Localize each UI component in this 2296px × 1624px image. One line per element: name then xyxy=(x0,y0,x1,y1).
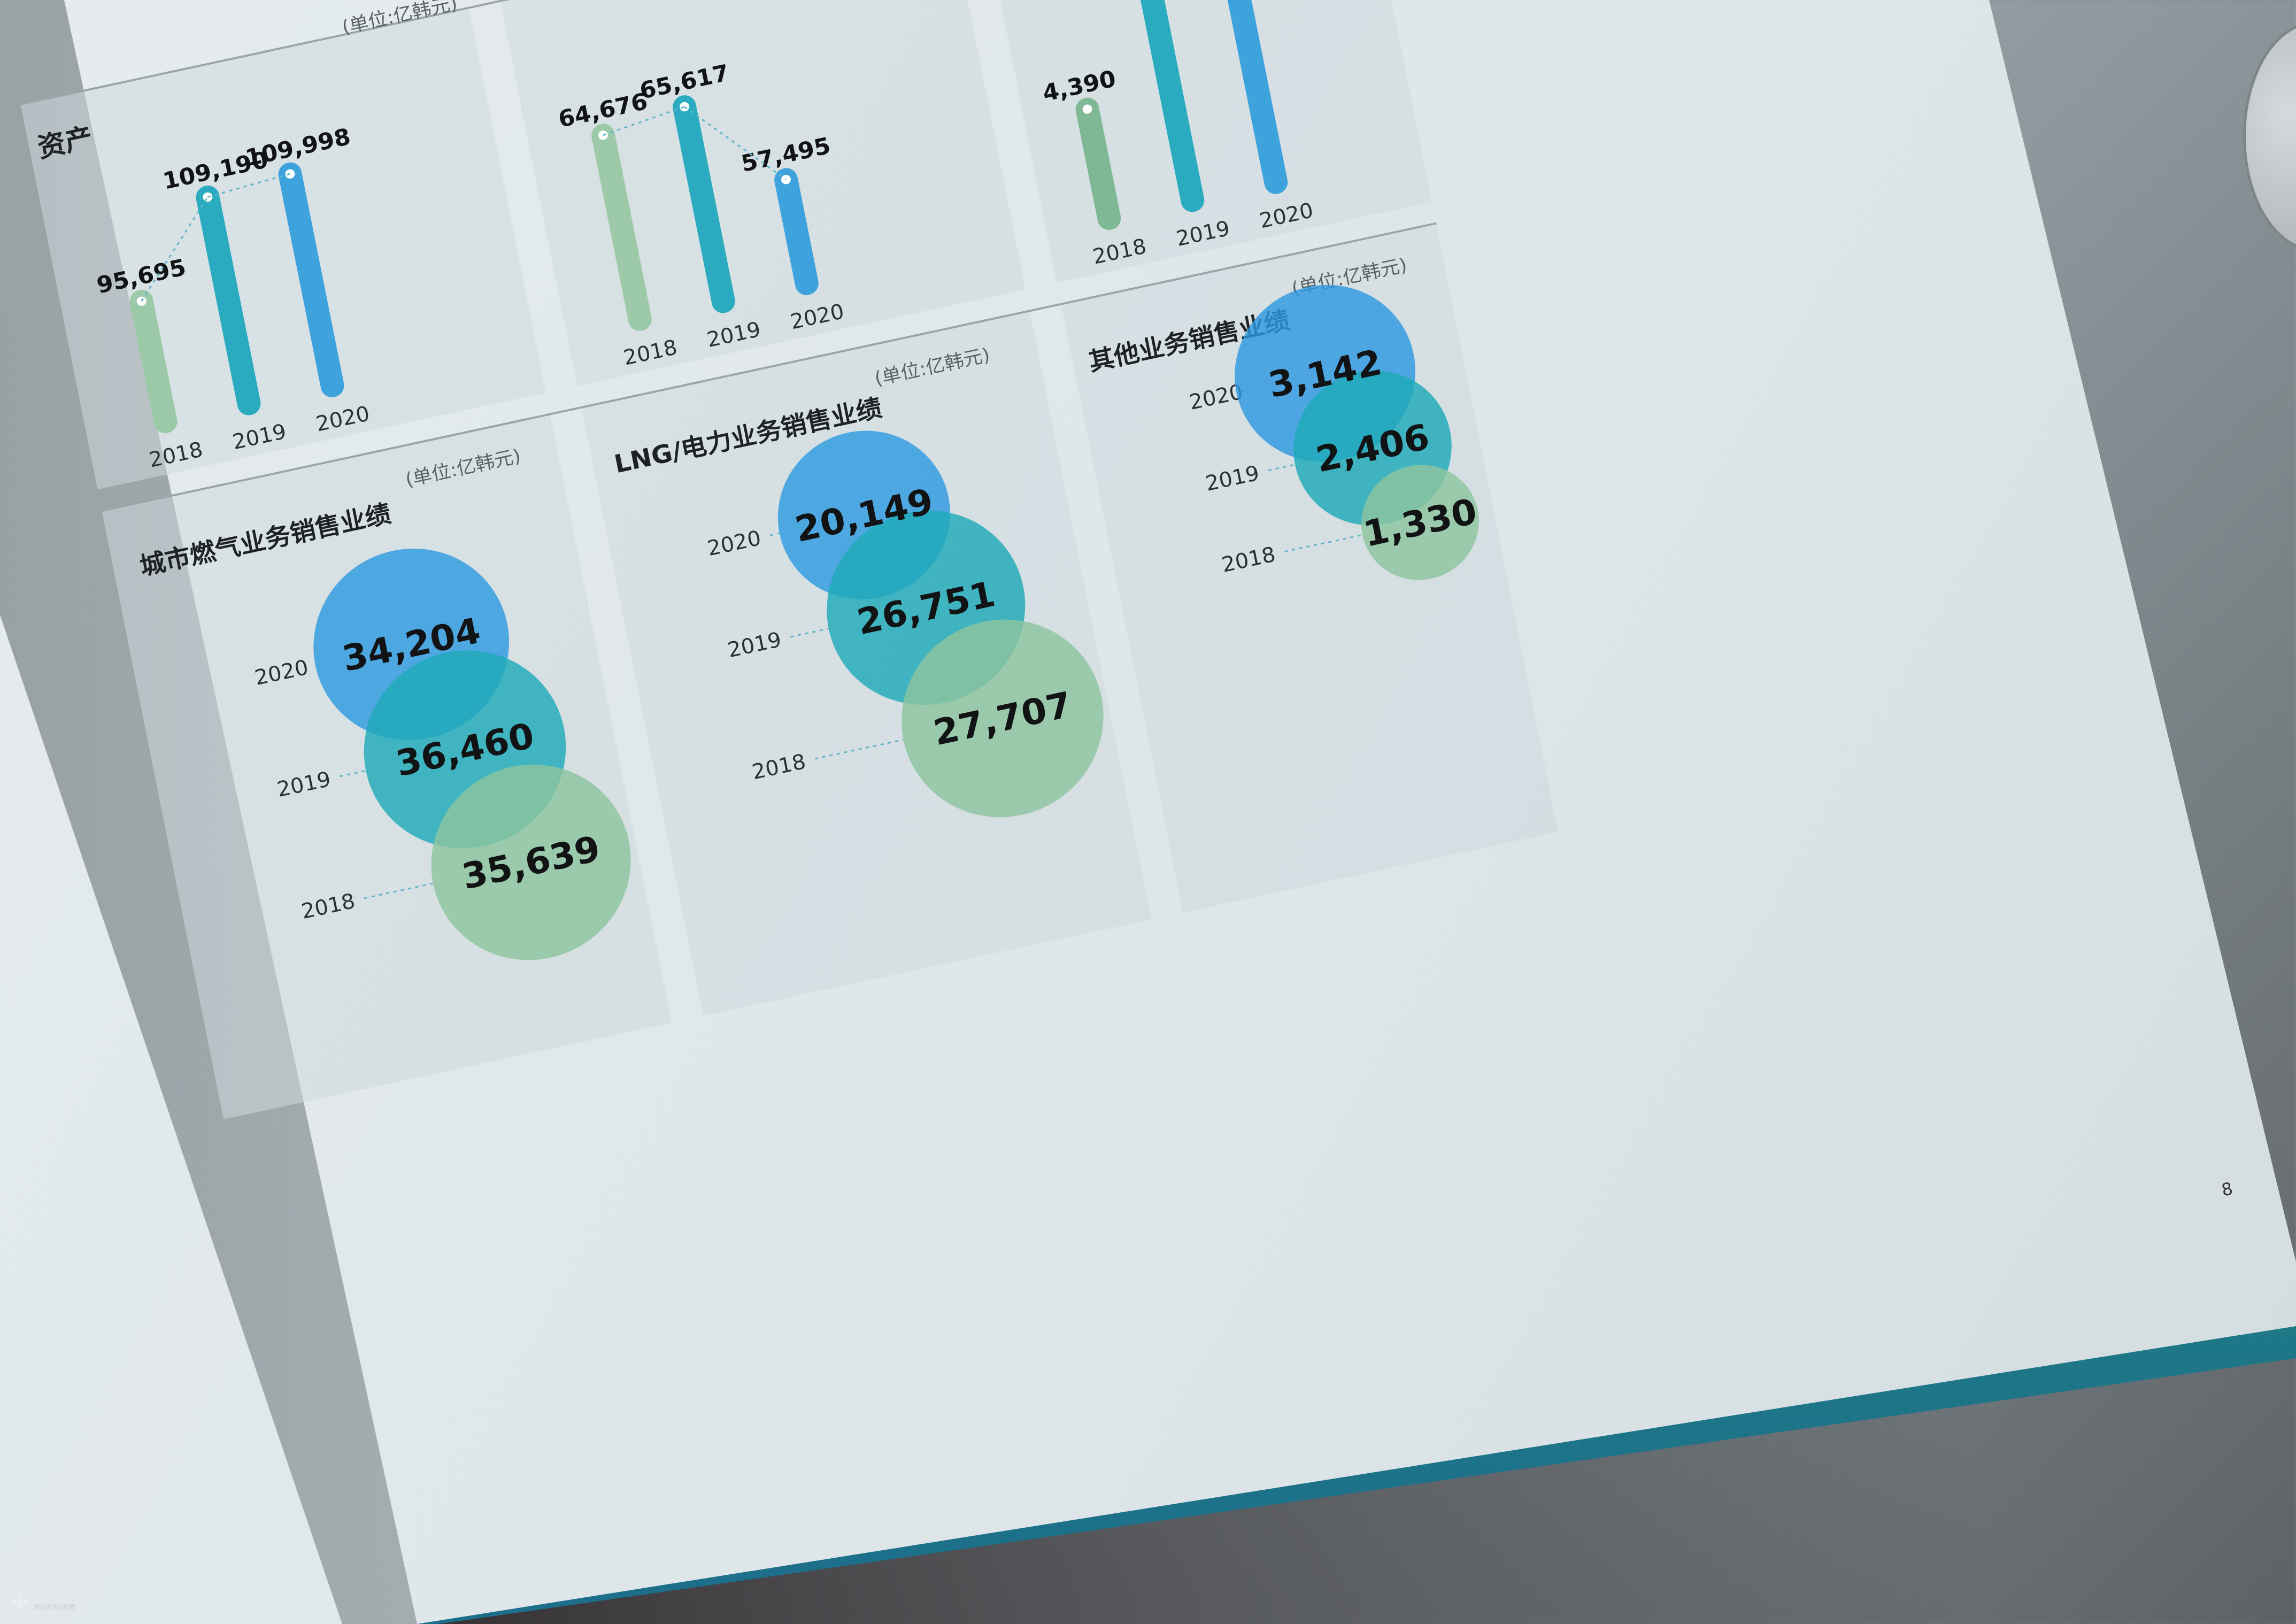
bar-2018 xyxy=(1075,97,1121,230)
chart-title: 资产 xyxy=(35,122,96,164)
category-label-2019: 2019 xyxy=(705,318,762,352)
charts-svg: 资产 (单位:亿韩元) 95,6952018109,1902019109,998… xyxy=(35,0,1480,960)
category-label-2020: 2020 xyxy=(1258,198,1315,233)
category-label-2019: 2019 xyxy=(726,628,783,663)
category-label-2020: 2020 xyxy=(705,526,763,561)
leader-line-2019 xyxy=(790,628,829,638)
category-label-2018: 2018 xyxy=(1220,543,1277,578)
category-label-2018: 2018 xyxy=(299,889,357,924)
unit-label: (单位:亿韩元) xyxy=(873,344,992,390)
category-label-2020: 2020 xyxy=(314,402,372,437)
bar-2020 xyxy=(278,162,344,397)
watermark-line-2: 精选网作品收藏 xyxy=(34,1604,75,1611)
category-label-2020: 2020 xyxy=(788,299,846,334)
category-label-2018: 2018 xyxy=(1091,235,1149,270)
leader-line-2019 xyxy=(340,769,366,778)
connector-line xyxy=(141,196,209,302)
category-label-2019: 2019 xyxy=(230,420,288,455)
bar-marker-2020 xyxy=(282,166,298,182)
bar-2018 xyxy=(129,289,178,434)
bubble-2018 xyxy=(1361,465,1479,580)
watermark-line-1: 澳享品牌设计 xyxy=(34,1594,79,1602)
bar-2019 xyxy=(673,95,735,313)
bar-marker-2019 xyxy=(199,189,216,205)
bar-2018 xyxy=(591,124,652,332)
unit-label: (单位:亿韩元) xyxy=(340,0,459,39)
bubble-2018 xyxy=(431,764,631,960)
leader-line-2018 xyxy=(364,882,434,899)
leader-line-2020 xyxy=(770,532,780,536)
category-label-2019: 2019 xyxy=(1174,217,1232,251)
connector-line xyxy=(684,106,787,180)
watermark: 澳享品牌设计 精选网作品收藏 xyxy=(12,1591,119,1618)
bar-2019 xyxy=(1101,0,1205,212)
unit-label: (单位:亿韩元) xyxy=(404,445,523,491)
flower-icon xyxy=(13,1595,27,1609)
bar-chart-3: 4,390 2018 2019 2020 xyxy=(1041,0,1315,270)
chart-sheet: 资产 (单位:亿韩元) 95,695 2018 109,190 2019 109,998… xyxy=(20,0,1558,1120)
category-label-2018: 2018 xyxy=(621,336,679,371)
value-label-2018: 4,390 xyxy=(1041,66,1118,107)
leader-line-2018 xyxy=(814,738,904,760)
leader-line-2018 xyxy=(1284,534,1363,553)
category-label-2019: 2019 xyxy=(275,767,333,802)
bar-2020 xyxy=(1185,0,1288,194)
leader-line-2019 xyxy=(1268,464,1296,472)
assets-bar-chart: 资产 (单位:亿韩元) 95,6952018109,1902019109,998… xyxy=(35,0,459,473)
bar-marker-2018 xyxy=(1079,101,1096,117)
value-label-2020: 109,998 xyxy=(243,124,353,172)
lng-power-bubble-chart: LNG/电力业务销售业绩 (单位:亿韩元) 20202019201820,149… xyxy=(612,344,1104,818)
other-bubble-chart: 其他业务销售业绩 (单位:亿韩元) 2020201920183,1422,406… xyxy=(1087,254,1480,580)
category-label-2019: 2019 xyxy=(1204,461,1261,496)
category-label-2018: 2018 xyxy=(147,438,205,473)
category-label-2020: 2020 xyxy=(253,656,311,690)
bar-2019 xyxy=(196,186,261,415)
bubble-2018 xyxy=(902,619,1104,818)
city-gas-bubble-chart: 城市燃气业务销售业绩 (单位:亿韩元) 20202019201834,20436… xyxy=(137,445,631,960)
bar-2020 xyxy=(774,168,819,295)
category-label-2018: 2018 xyxy=(750,750,808,784)
